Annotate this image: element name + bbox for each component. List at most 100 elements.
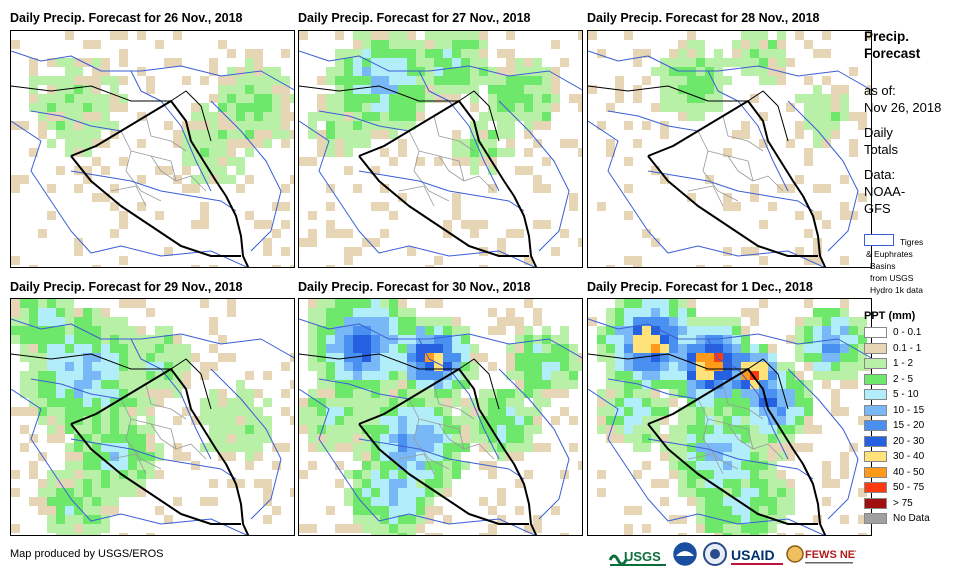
- precip-cell: [398, 434, 407, 443]
- precip-cell: [92, 326, 101, 335]
- precip-cell: [200, 407, 209, 416]
- precip-cell: [633, 443, 642, 452]
- precip-cell: [398, 121, 407, 130]
- precip-cell: [705, 94, 714, 103]
- precip-cell: [20, 353, 29, 362]
- precip-cell: [263, 398, 272, 407]
- precip-cell: [488, 470, 497, 479]
- province-boundary: [150, 155, 177, 182]
- precip-cell: [533, 389, 542, 398]
- precip-cell: [254, 434, 263, 443]
- precip-cell: [822, 220, 831, 229]
- precip-cell: [714, 452, 723, 461]
- precip-cell: [497, 407, 506, 416]
- precip-cell: [245, 443, 254, 452]
- precip-cell: [696, 506, 705, 515]
- precip-cell: [263, 371, 272, 380]
- precip-cell: [371, 166, 380, 175]
- precip-cell: [317, 299, 326, 308]
- precip-cell: [506, 416, 515, 425]
- precip-cell: [759, 398, 768, 407]
- precip-cell: [353, 398, 362, 407]
- precip-cell: [597, 416, 606, 425]
- precip-cell: [642, 326, 651, 335]
- precip-cell: [732, 497, 741, 506]
- precip-cell: [705, 470, 714, 479]
- precip-cell: [759, 299, 768, 308]
- precip-cell: [245, 67, 254, 76]
- precip-cell: [218, 148, 227, 157]
- precip-cell: [191, 461, 200, 470]
- precip-cell: [488, 130, 497, 139]
- precip-cell: [353, 344, 362, 353]
- precip-cell: [92, 407, 101, 416]
- precip-cell: [624, 398, 633, 407]
- legend-title: PPT (mm): [864, 310, 916, 322]
- precip-cell: [389, 371, 398, 380]
- precip-cell: [750, 461, 759, 470]
- precip-cell: [551, 389, 560, 398]
- precip-cell: [434, 452, 443, 461]
- precip-cell: [164, 247, 173, 256]
- precip-cell: [624, 506, 633, 515]
- precip-cell: [669, 353, 678, 362]
- precip-cell: [560, 380, 569, 389]
- precip-cell: [750, 308, 759, 317]
- precip-cell: [452, 371, 461, 380]
- precip-cell: [488, 461, 497, 470]
- precip-cell: [759, 407, 768, 416]
- precip-cell: [705, 479, 714, 488]
- precip-cell: [173, 31, 182, 40]
- precip-cell: [227, 94, 236, 103]
- legend-label: 30 - 40: [893, 451, 925, 462]
- precip-cell: [398, 344, 407, 353]
- precip-cell: [56, 94, 65, 103]
- precip-cell: [488, 398, 497, 407]
- precip-cell: [488, 326, 497, 335]
- precip-cell: [633, 139, 642, 148]
- precip-cell: [506, 76, 515, 85]
- precip-cell: [380, 49, 389, 58]
- precip-cell: [11, 121, 20, 130]
- precip-cell: [678, 112, 687, 121]
- precip-cell: [128, 479, 137, 488]
- precip-cell: [74, 344, 83, 353]
- precip-cell: [524, 112, 533, 121]
- precip-cell: [452, 380, 461, 389]
- precip-cell: [344, 67, 353, 76]
- precip-cell: [128, 380, 137, 389]
- precip-cell: [849, 443, 858, 452]
- precip-cell: [768, 407, 777, 416]
- precip-cell: [209, 148, 218, 157]
- precip-cell: [741, 121, 750, 130]
- precip-cell: [371, 416, 380, 425]
- precip-cell: [840, 112, 849, 121]
- precip-cell: [407, 533, 416, 535]
- precip-cell: [416, 524, 425, 533]
- precip-cell: [362, 139, 371, 148]
- precip-cell: [371, 425, 380, 434]
- precip-cell: [461, 407, 470, 416]
- precip-cell: [101, 497, 110, 506]
- precip-cell: [137, 326, 146, 335]
- precip-cell: [786, 58, 795, 67]
- precip-cell: [380, 335, 389, 344]
- precip-cell: [389, 94, 398, 103]
- precip-cell: [209, 175, 218, 184]
- precip-cell: [299, 407, 308, 416]
- precip-cell: [110, 506, 119, 515]
- precip-cell: [606, 265, 615, 267]
- precip-cell: [741, 470, 750, 479]
- precip-cell: [642, 371, 651, 380]
- precip-cell: [308, 434, 317, 443]
- precip-cell: [678, 317, 687, 326]
- precip-cell: [434, 40, 443, 49]
- precip-cell: [65, 425, 74, 434]
- legend-swatch: [864, 513, 887, 524]
- precip-cell: [65, 515, 74, 524]
- province-boundary: [438, 155, 465, 182]
- precip-cell: [344, 58, 353, 67]
- precip-cell: [164, 335, 173, 344]
- precip-cell: [65, 344, 74, 353]
- precip-cell: [497, 317, 506, 326]
